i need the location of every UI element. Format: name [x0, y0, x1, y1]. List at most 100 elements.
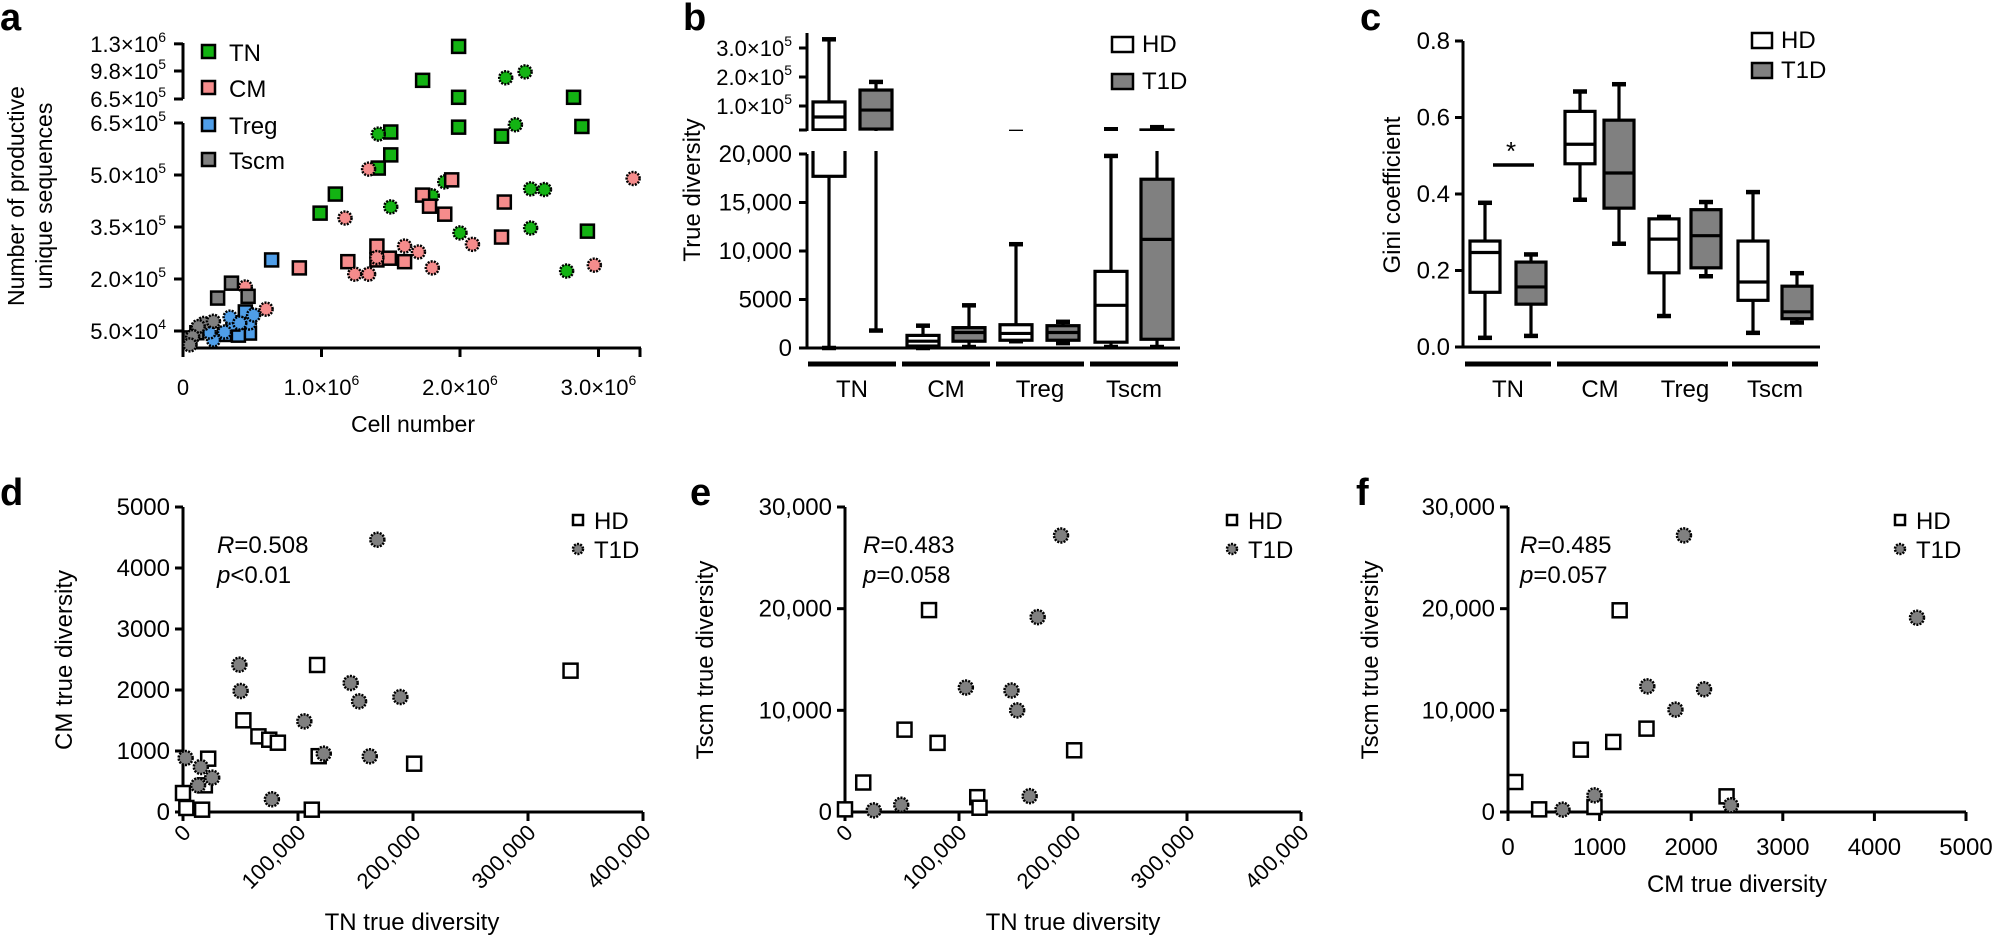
- f-point-hd: [1572, 741, 1590, 758]
- b-box-hd-box: [907, 135, 939, 136]
- b-y-tick-label-mantissa: 20,000: [719, 141, 792, 168]
- d-y-tick-label: 1000: [117, 738, 170, 765]
- a-point-cm: [291, 260, 308, 276]
- a-legend-swatch: [200, 43, 217, 60]
- d-point-hd: [193, 801, 211, 818]
- b-y-tick-label: 0: [779, 335, 792, 362]
- d-point-hd: [235, 712, 252, 729]
- e-x-tick-label: 300,000: [1126, 820, 1200, 894]
- a-x-tick-label-exponent: 6: [490, 372, 498, 388]
- d-point-t1d: [231, 656, 248, 673]
- e-x-tick-label: 100,000: [898, 820, 972, 894]
- b-y-tick-label-mantissa: 15,000: [719, 190, 792, 217]
- c-legend-label: HD: [1781, 27, 1816, 54]
- e-y-tick-label: 10,000: [759, 697, 832, 724]
- a-point-tn: [507, 116, 524, 133]
- d-points: [174, 531, 579, 818]
- b-y-tick-label: 10,000: [719, 238, 792, 265]
- a-point-tn: [450, 89, 467, 106]
- a-point-cm: [410, 244, 427, 260]
- b-y-axis-label: True diversity: [679, 118, 706, 261]
- a-y-tick-label-mantissa: 6.5×10: [90, 87, 158, 112]
- a-y-tick-label: 3.5×105: [90, 212, 166, 240]
- panel-letter-d: d: [0, 472, 23, 514]
- a-x-tick-label-mantissa: 1.0×10: [284, 375, 352, 400]
- a-y-tick-label-mantissa: 5.0×10: [90, 163, 158, 188]
- a-y-tick-label: 6.5×105: [90, 84, 166, 112]
- e-point-hd: [929, 734, 946, 752]
- a-point-tn: [522, 220, 539, 236]
- a-point-tn: [517, 64, 533, 80]
- a-y-tick-label-exponent: 5: [158, 84, 166, 100]
- e-point-hd: [1065, 742, 1083, 759]
- b-box-t1d-box: [1139, 177, 1175, 341]
- d-legend-t1d-marker: [571, 542, 585, 556]
- c-category-label: Tscm: [1747, 376, 1803, 403]
- f-point-t1d: [1695, 681, 1713, 698]
- e-y-tick-label: 20,000: [759, 596, 832, 623]
- d-p-value: <0.01: [230, 562, 291, 589]
- a-x-tick-label: 0: [177, 375, 189, 400]
- c-y-tick-label: 0.4: [1417, 181, 1450, 208]
- b-category-label: Treg: [1016, 376, 1064, 403]
- d-r-stat: R=0.508: [217, 532, 308, 559]
- a-point-treg: [245, 307, 262, 323]
- d-point-t1d: [369, 531, 386, 548]
- a-point-treg: [263, 252, 280, 268]
- a-point-cm: [437, 206, 453, 222]
- d-y-axis-label: CM true diversity: [51, 570, 78, 750]
- a-x-tick-label: 1.0×106: [284, 372, 360, 400]
- a-y-axis-label-line1: Number of productive: [3, 86, 29, 306]
- b-boxes-lower: [811, 151, 1175, 351]
- a-point-tn: [383, 124, 399, 140]
- b-y-tick-label: 3.0×105: [716, 33, 792, 61]
- a-point-tn: [450, 119, 467, 135]
- f-y-tick-label: 30,000: [1422, 494, 1495, 521]
- b-y-tick-label: 20,000: [719, 141, 792, 168]
- b-y-tick-label-mantissa: 10,000: [719, 238, 792, 265]
- c-box-hd-box: [1647, 217, 1681, 275]
- f-point-hd: [1506, 773, 1524, 791]
- a-point-tscm: [209, 290, 226, 306]
- c-legend-swatch: [1750, 31, 1774, 50]
- b-box-hd-box: [811, 151, 847, 178]
- f-y-tick-label: 20,000: [1422, 596, 1495, 623]
- a-point-tscm: [240, 288, 256, 305]
- a-point-cm: [381, 250, 398, 266]
- f-y-axis-label: Tscm true diversity: [1357, 561, 1384, 760]
- c-y-axis-label: Gini coefficient: [1379, 116, 1406, 273]
- d-point-t1d: [177, 749, 194, 767]
- f-legend-t1d-marker: [1893, 542, 1907, 556]
- c-y-tick-label-mantissa: 0.8: [1417, 28, 1450, 55]
- e-r-symbol: R: [863, 532, 880, 559]
- a-point-cm: [493, 229, 510, 245]
- a-point-tn: [452, 225, 468, 241]
- f-legend-hd-marker: [1893, 513, 1907, 527]
- panel-letter-e: e: [690, 472, 711, 514]
- a-point-cm: [496, 194, 513, 210]
- e-r-value: =0.483: [880, 532, 954, 559]
- a-point-tn: [565, 89, 582, 106]
- e-point-t1d: [1029, 608, 1046, 626]
- f-p-symbol: p: [1519, 562, 1533, 589]
- a-x-tick-label: 2.0×106: [422, 372, 498, 400]
- e-point-t1d: [1052, 527, 1070, 544]
- panel-letter-c: c: [1360, 0, 1381, 39]
- d-x-tick-label: 200,000: [352, 820, 426, 894]
- a-point-tn: [370, 126, 387, 142]
- a-point-cm: [360, 161, 377, 177]
- b-y-tick-label-mantissa: 3.0×10: [716, 36, 784, 61]
- f-p-stat: p=0.057: [1519, 562, 1607, 589]
- b-legend-label: T1D: [1142, 68, 1187, 95]
- a-point-treg: [232, 315, 248, 331]
- b-legend-swatch: [1110, 72, 1135, 91]
- f-p-value: =0.057: [1533, 562, 1607, 589]
- c-y-tick-label-mantissa: 0.0: [1417, 334, 1450, 361]
- e-y-tick-label: 0: [819, 799, 832, 826]
- d-r-symbol: R: [217, 532, 234, 559]
- d-point-t1d: [392, 688, 409, 706]
- a-point-tn: [414, 72, 431, 89]
- d-point-t1d: [203, 769, 221, 786]
- a-y-tick-label-mantissa: 6.5×10: [90, 111, 158, 136]
- f-y-tick-label: 0: [1482, 799, 1495, 826]
